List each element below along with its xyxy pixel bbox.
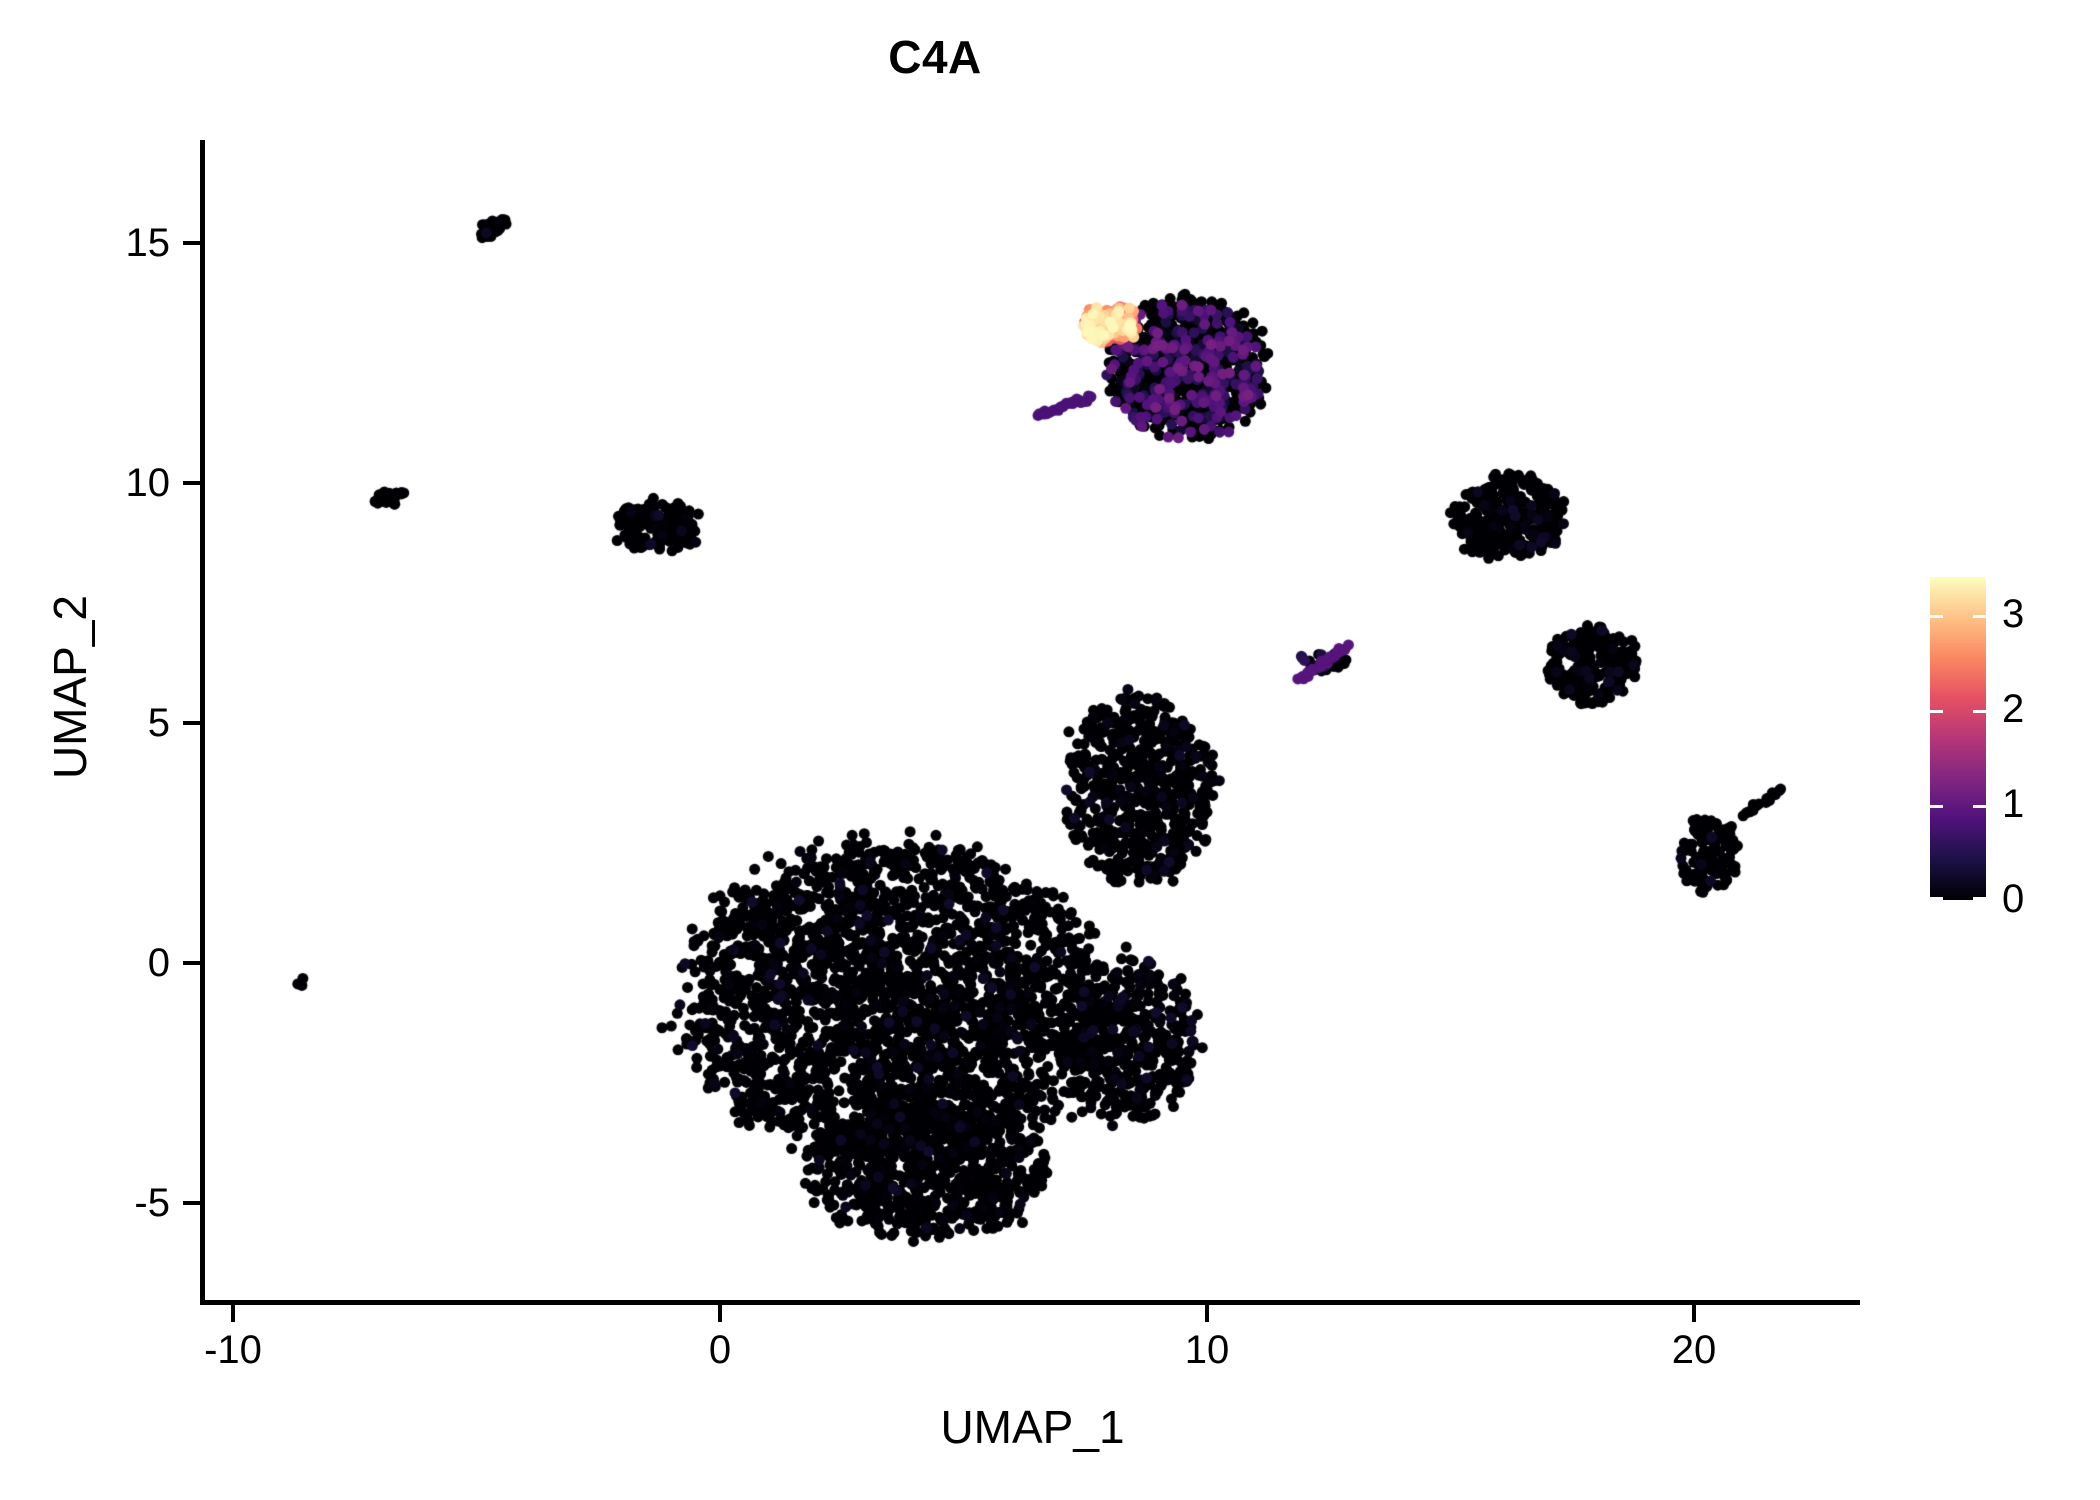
y-tick-label: -5 [134, 1181, 170, 1225]
colorbar-tick-mark [1930, 710, 1943, 713]
colorbar-legend: 0 1 2 3 [1930, 577, 2090, 919]
colorbar-tick-label: 3 [2002, 592, 2025, 636]
y-axis-line [200, 140, 205, 1305]
x-tick-mark [1205, 1305, 1209, 1322]
plot-panel [205, 140, 1860, 1302]
y-tick-label: 5 [147, 701, 170, 745]
x-tick-label: 10 [1184, 1328, 1230, 1372]
y-tick-label: 10 [125, 461, 171, 505]
page-title: C4A [888, 31, 982, 83]
colorbar-tick-mark [1973, 615, 1986, 618]
colorbar-tick-mark [1930, 615, 1943, 618]
y-tick-mark [183, 721, 200, 725]
y-axis-title: UMAP_2 [44, 594, 96, 780]
colorbar-tick-label: 2 [2002, 687, 2025, 731]
x-tick-label: 0 [708, 1328, 732, 1372]
x-tick-label: -10 [204, 1328, 262, 1372]
colorbar-tick-mark [1930, 805, 1943, 808]
colorbar-tick-mark [1973, 710, 1986, 713]
colorbar-tick-mark [1930, 897, 1943, 900]
colorbar-gradient [1930, 577, 1986, 900]
y-tick-mark [183, 961, 200, 965]
y-tick-mark [183, 1201, 200, 1205]
x-tick-label: 20 [1671, 1328, 1717, 1372]
colorbar-tick-label: 1 [2002, 782, 2025, 826]
colorbar-tick-label: 0 [2002, 877, 2025, 921]
scatter-canvas [205, 140, 1860, 1302]
y-tick-label: 0 [147, 941, 170, 985]
x-tick-mark [231, 1305, 235, 1322]
x-axis-line [200, 1300, 1860, 1305]
y-tick-mark [183, 241, 200, 245]
colorbar-tick-mark [1973, 805, 1986, 808]
y-axis-ticks: -5 0 5 10 15 [0, 0, 176, 1500]
colorbar-tick-mark [1973, 897, 1986, 900]
x-axis-title: UMAP_1 [940, 1401, 1125, 1453]
x-tick-mark [1692, 1305, 1696, 1322]
y-tick-mark [183, 481, 200, 485]
y-tick-label: 15 [125, 221, 171, 265]
x-tick-mark [718, 1305, 722, 1322]
